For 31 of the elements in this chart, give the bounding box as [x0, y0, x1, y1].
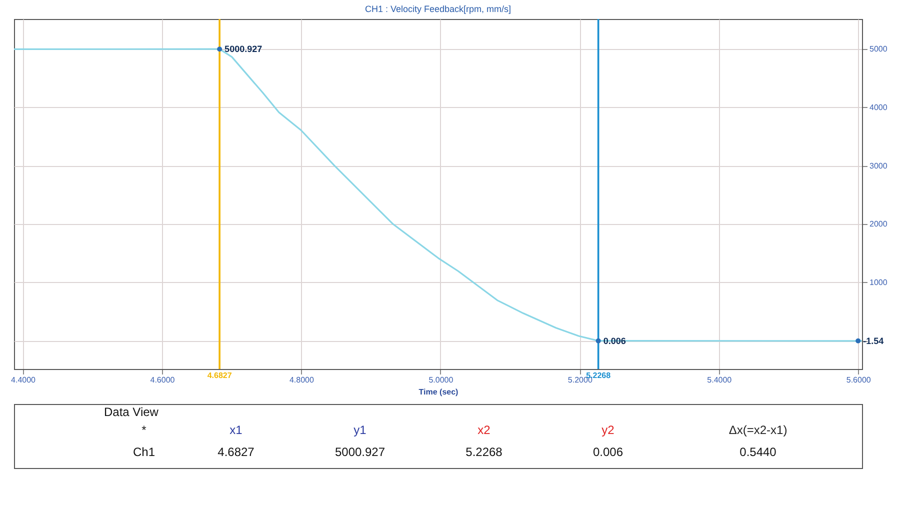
y-tick-label: 5000	[870, 44, 888, 54]
text: y2	[602, 423, 615, 437]
annotation: 0.006	[603, 336, 626, 346]
chart-title: CH1 : Velocity Feedback[rpm, mm/s]	[364, 4, 512, 14]
text: Ch1	[132, 445, 156, 459]
x-axis-title: Time (sec)	[418, 388, 459, 396]
text: Data View	[104, 405, 159, 419]
y-tick-label: 2000	[870, 220, 888, 229]
y-tick-label: 3000	[870, 161, 888, 170]
y-tick-label: 4000	[870, 102, 888, 112]
x-tick-label: 5.4000	[707, 376, 732, 384]
text: y1	[354, 423, 367, 437]
x-tick-label: 4.8000	[289, 376, 314, 384]
text: *	[142, 423, 147, 437]
text: 0.006	[592, 445, 624, 459]
text: x1	[230, 423, 243, 437]
x-tick-label: 5.0000	[428, 376, 454, 384]
x-tick-label: 4.4000	[11, 376, 36, 384]
x-tick-label: 5.2000	[568, 376, 593, 384]
x-tick-label: 5.6000	[846, 376, 872, 384]
y-tick-label: 1000	[870, 278, 888, 287]
text: x2	[478, 423, 491, 437]
text: 4.6827	[218, 445, 255, 459]
text: Δx(=x2-x1)	[728, 423, 788, 437]
x-tick-label: 4.6000	[150, 376, 176, 384]
text: 0.5440	[740, 445, 777, 459]
text: 5.2268	[466, 445, 503, 459]
ref-line-label: 4.6827	[207, 371, 232, 380]
annotation: -1.54	[863, 336, 884, 346]
annotation: 5000.927	[224, 44, 262, 54]
text: 5000.927	[334, 445, 386, 459]
